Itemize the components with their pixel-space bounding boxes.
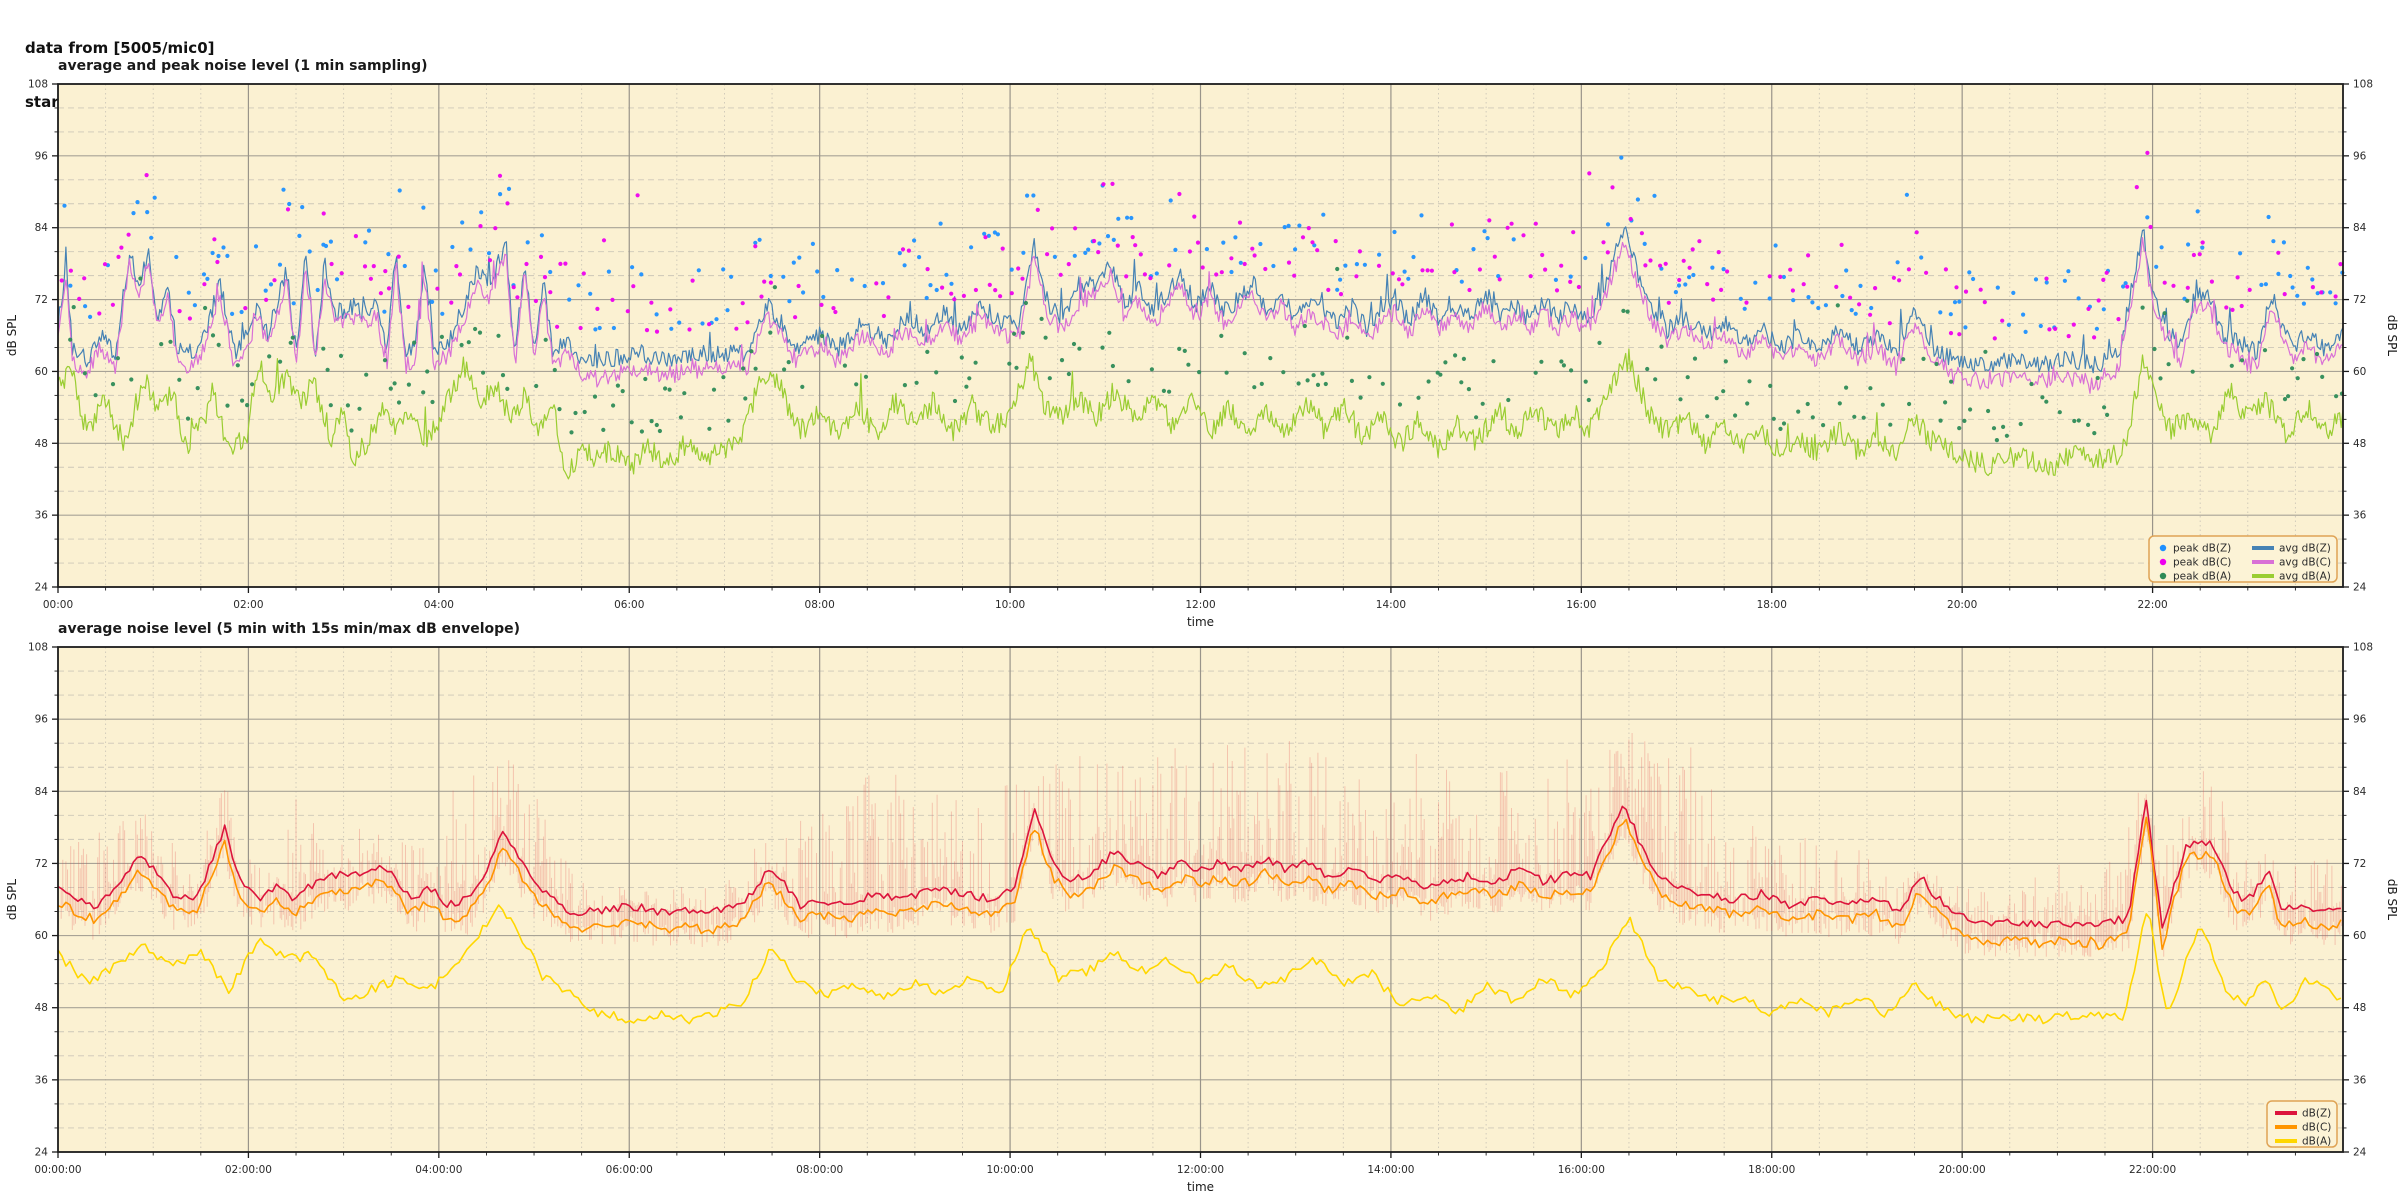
- axis-ticks-labels: 24 24 36 36 48 48 60 60 72 72 84 84 96 96 108 108 00:00 0…: [28, 79, 2373, 612]
- axis-ticks-labels: 24 24 36 36 48 48 60 60 72 72 84 84 96 96 108 108 00:00:…: [28, 642, 2373, 1177]
- svg-text:avg dB(A): avg dB(A): [2279, 571, 2331, 583]
- svg-text:00:00:00: 00:00:00: [34, 1164, 81, 1176]
- svg-text:06:00:00: 06:00:00: [606, 1164, 653, 1176]
- header-source-line: data from [5005/mic0]: [25, 39, 215, 57]
- svg-text:36: 36: [35, 510, 49, 522]
- svg-text:12:00:00: 12:00:00: [1177, 1164, 1224, 1176]
- top-legend: peak dB(Z) peak dB(C) peak dB(A) avg dB(Z) a…: [2148, 535, 2338, 583]
- svg-text:60: 60: [2353, 366, 2366, 378]
- svg-text:06:00: 06:00: [614, 599, 644, 611]
- svg-text:24: 24: [35, 582, 49, 594]
- svg-text:08:00:00: 08:00:00: [796, 1164, 843, 1176]
- svg-text:72: 72: [2353, 858, 2366, 870]
- svg-text:60: 60: [35, 366, 48, 378]
- top-chart-title: average and peak noise level (1 min samp…: [58, 58, 428, 74]
- svg-text:36: 36: [2353, 1074, 2367, 1086]
- svg-text:dB(A): dB(A): [2302, 1136, 2331, 1148]
- svg-text:108: 108: [28, 642, 48, 654]
- svg-text:16:00:00: 16:00:00: [1558, 1164, 1605, 1176]
- bottom-ylabel-right: dB SPL: [2385, 879, 2399, 921]
- svg-text:36: 36: [2353, 510, 2367, 522]
- svg-text:dB(Z): dB(Z): [2302, 1108, 2331, 1120]
- grid: [58, 84, 2343, 587]
- svg-text:avg dB(C): avg dB(C): [2279, 557, 2331, 569]
- svg-text:96: 96: [35, 150, 49, 162]
- bottom-xlabel: time: [1187, 1180, 1214, 1194]
- svg-text:24: 24: [2353, 582, 2367, 594]
- svg-text:02:00:00: 02:00:00: [225, 1164, 272, 1176]
- svg-text:10:00: 10:00: [995, 599, 1025, 611]
- bottom-ylabel-left: dB SPL: [5, 879, 19, 921]
- svg-text:18:00:00: 18:00:00: [1748, 1164, 1795, 1176]
- svg-text:48: 48: [35, 438, 48, 450]
- svg-text:108: 108: [2353, 642, 2373, 654]
- svg-text:04:00: 04:00: [424, 599, 454, 611]
- series-avg-db-c-: [57, 237, 2343, 394]
- svg-text:36: 36: [35, 1074, 49, 1086]
- svg-text:96: 96: [2353, 150, 2367, 162]
- top-ylabel-right: dB SPL: [2385, 315, 2399, 357]
- series-avg-db-a-: [57, 348, 2344, 480]
- svg-text:22:00:00: 22:00:00: [2129, 1164, 2176, 1176]
- svg-text:84: 84: [2353, 786, 2367, 798]
- svg-text:22:00: 22:00: [2137, 599, 2167, 611]
- bottom-chart-title: average noise level (5 min with 15s min/…: [58, 621, 520, 637]
- top-ylabel-left: dB SPL: [5, 315, 19, 357]
- svg-text:18:00: 18:00: [1757, 599, 1787, 611]
- series-db-c-: [57, 816, 2342, 951]
- svg-text:48: 48: [35, 1002, 48, 1014]
- svg-text:72: 72: [2353, 294, 2366, 306]
- svg-text:peak dB(C): peak dB(C): [2173, 557, 2231, 569]
- svg-text:84: 84: [35, 786, 49, 798]
- top-xlabel: time: [1187, 615, 1214, 629]
- svg-text:60: 60: [2353, 930, 2366, 942]
- svg-text:10:00:00: 10:00:00: [986, 1164, 1033, 1176]
- svg-text:12:00: 12:00: [1185, 599, 1215, 611]
- svg-text:14:00: 14:00: [1376, 599, 1406, 611]
- grid: [58, 647, 2343, 1152]
- svg-text:02:00: 02:00: [233, 599, 263, 611]
- series-avg-db-z-: [57, 226, 2344, 374]
- svg-text:14:00:00: 14:00:00: [1367, 1164, 1414, 1176]
- svg-text:16:00: 16:00: [1566, 599, 1596, 611]
- svg-text:peak dB(A): peak dB(A): [2173, 571, 2231, 583]
- svg-text:48: 48: [2353, 1002, 2366, 1014]
- svg-text:60: 60: [35, 930, 48, 942]
- svg-text:peak dB(Z): peak dB(Z): [2173, 543, 2231, 555]
- svg-text:20:00:00: 20:00:00: [1939, 1164, 1986, 1176]
- svg-text:96: 96: [2353, 714, 2367, 726]
- svg-text:20:00: 20:00: [1947, 599, 1977, 611]
- svg-text:96: 96: [35, 714, 49, 726]
- svg-text:00:00: 00:00: [43, 599, 73, 611]
- top-chart: 24 24 36 36 48 48 60 60 72 72 84 84 96 96 108 108 00:00 0…: [5, 58, 2399, 629]
- series-db-a-: [57, 904, 2342, 1025]
- svg-text:dB(C): dB(C): [2302, 1122, 2331, 1134]
- svg-text:84: 84: [35, 222, 49, 234]
- series-db-z-: [57, 799, 2341, 929]
- svg-text:48: 48: [2353, 438, 2366, 450]
- svg-text:72: 72: [35, 858, 48, 870]
- svg-text:08:00: 08:00: [805, 599, 835, 611]
- svg-text:04:00:00: 04:00:00: [415, 1164, 462, 1176]
- series-peak-db-a-: [68, 266, 2345, 443]
- svg-text:24: 24: [35, 1147, 49, 1159]
- svg-text:72: 72: [35, 294, 48, 306]
- bottom-chart: 24 24 36 36 48 48 60 60 72 72 84 84 96 96 108 108 00:00:…: [5, 621, 2399, 1194]
- series-peak-db-c-: [59, 150, 2343, 341]
- svg-text:108: 108: [2353, 79, 2373, 91]
- svg-text:84: 84: [2353, 222, 2367, 234]
- bottom-legend: dB(Z) dB(C) dB(A): [2266, 1100, 2338, 1148]
- svg-text:24: 24: [2353, 1147, 2367, 1159]
- svg-text:avg dB(Z): avg dB(Z): [2279, 543, 2331, 555]
- svg-text:108: 108: [28, 79, 48, 91]
